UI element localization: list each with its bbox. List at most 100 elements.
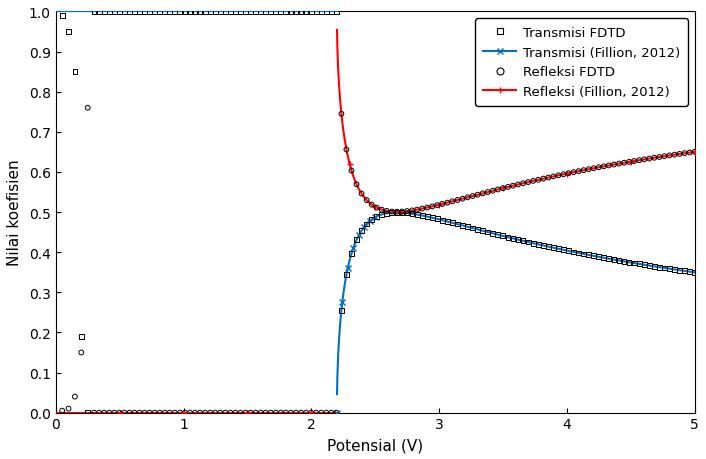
Point bbox=[149, 9, 160, 16]
Point bbox=[442, 200, 453, 207]
Point bbox=[684, 150, 695, 157]
Point bbox=[144, 9, 155, 16]
Point bbox=[235, 409, 246, 416]
Point bbox=[220, 409, 231, 416]
Transmisi (Fillion, 2012) bbox=[618, 259, 627, 264]
X-axis label: Potensial (V): Potensial (V) bbox=[327, 437, 424, 452]
Point bbox=[633, 157, 645, 164]
Point bbox=[159, 409, 170, 416]
Point bbox=[134, 9, 145, 16]
Point bbox=[290, 9, 301, 16]
Point bbox=[623, 159, 635, 166]
Point bbox=[467, 225, 478, 232]
Point bbox=[301, 9, 312, 16]
Point bbox=[275, 9, 287, 16]
Point bbox=[543, 174, 554, 182]
Point bbox=[240, 9, 251, 16]
Point bbox=[381, 210, 393, 218]
Point bbox=[376, 207, 388, 214]
Point bbox=[295, 9, 306, 16]
Point bbox=[144, 409, 155, 416]
Point bbox=[104, 9, 115, 16]
Point bbox=[235, 9, 246, 16]
Point bbox=[522, 239, 534, 246]
Point bbox=[649, 263, 660, 270]
Refleksi (Fillion, 2012) bbox=[393, 209, 401, 215]
Point bbox=[114, 409, 125, 416]
Point bbox=[502, 234, 513, 241]
Point bbox=[437, 201, 448, 208]
Point bbox=[508, 235, 519, 242]
Point bbox=[618, 258, 630, 265]
Point bbox=[99, 409, 110, 416]
Point bbox=[366, 216, 377, 224]
Point bbox=[124, 9, 135, 16]
Point bbox=[82, 105, 93, 112]
Line: Transmisi (Fillion, 2012): Transmisi (Fillion, 2012) bbox=[337, 213, 695, 394]
Point bbox=[88, 9, 100, 16]
Point bbox=[164, 9, 175, 16]
Point bbox=[391, 209, 402, 217]
Transmisi (Fillion, 2012) bbox=[612, 257, 621, 263]
Point bbox=[492, 186, 503, 194]
Point bbox=[336, 111, 347, 118]
Transmisi (Fillion, 2012) bbox=[393, 210, 401, 216]
Point bbox=[330, 9, 342, 16]
Point bbox=[69, 69, 80, 76]
Transmisi (Fillion, 2012) bbox=[333, 392, 341, 397]
Point bbox=[563, 170, 574, 178]
Point bbox=[316, 9, 327, 16]
Point bbox=[679, 150, 690, 157]
Point bbox=[205, 9, 216, 16]
Refleksi (Fillion, 2012) bbox=[618, 161, 627, 166]
Point bbox=[109, 409, 120, 416]
Point bbox=[583, 166, 594, 174]
Point bbox=[134, 409, 145, 416]
Point bbox=[56, 13, 68, 20]
Refleksi (Fillion, 2012) bbox=[491, 188, 499, 194]
Point bbox=[437, 217, 448, 224]
Point bbox=[553, 172, 564, 179]
Point bbox=[628, 260, 640, 267]
Point bbox=[104, 409, 115, 416]
Point bbox=[164, 409, 175, 416]
Point bbox=[316, 409, 327, 416]
Point bbox=[229, 409, 241, 416]
Transmisi (Fillion, 2012) bbox=[579, 252, 587, 257]
Point bbox=[568, 249, 579, 256]
Point bbox=[669, 151, 680, 159]
Point bbox=[593, 253, 604, 261]
Point bbox=[638, 157, 650, 164]
Point bbox=[225, 9, 236, 16]
Point bbox=[250, 9, 261, 16]
Point bbox=[330, 409, 342, 416]
Point bbox=[229, 9, 241, 16]
Point bbox=[184, 9, 196, 16]
Point bbox=[200, 9, 211, 16]
Point bbox=[351, 181, 362, 189]
Point bbox=[598, 163, 609, 171]
Point bbox=[482, 189, 493, 196]
Transmisi (Fillion, 2012) bbox=[690, 270, 699, 275]
Point bbox=[588, 165, 599, 173]
Point bbox=[401, 208, 412, 215]
Point bbox=[628, 158, 640, 165]
Legend: Transmisi FDTD, Transmisi (Fillion, 2012), Refleksi FDTD, Refleksi (Fillion, 201: Transmisi FDTD, Transmisi (Fillion, 2012… bbox=[475, 19, 688, 106]
Point bbox=[128, 9, 140, 16]
Point bbox=[99, 9, 110, 16]
Point bbox=[664, 265, 675, 273]
Point bbox=[139, 9, 150, 16]
Point bbox=[194, 409, 205, 416]
Point bbox=[431, 216, 443, 223]
Point bbox=[513, 181, 524, 189]
Point bbox=[63, 29, 74, 36]
Point bbox=[638, 262, 650, 269]
Point bbox=[306, 409, 317, 416]
Point bbox=[467, 193, 478, 200]
Point bbox=[119, 9, 130, 16]
Point bbox=[644, 262, 655, 269]
Point bbox=[522, 179, 534, 186]
Point bbox=[457, 196, 468, 203]
Point bbox=[472, 226, 484, 234]
Point bbox=[659, 265, 670, 272]
